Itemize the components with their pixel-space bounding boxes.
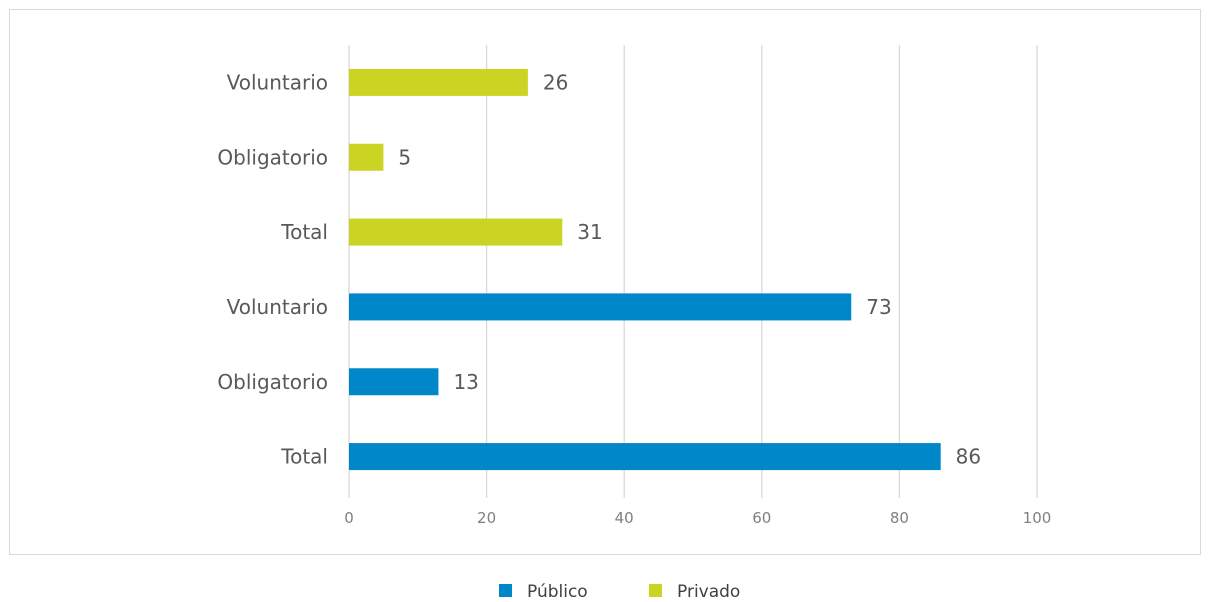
category-label: Voluntario	[227, 70, 328, 94]
legend-label: Público	[527, 582, 588, 602]
bar-value-label: 31	[577, 220, 602, 244]
legend-swatch	[499, 584, 512, 597]
legend-swatch	[649, 584, 662, 597]
bars-layer	[349, 68, 941, 471]
bar-value-label: 26	[543, 70, 568, 94]
bar-value-label: 73	[866, 295, 891, 319]
x-tick-label: 100	[1023, 509, 1052, 527]
bar-value-label: 5	[398, 145, 411, 169]
x-tick-label: 80	[890, 509, 909, 527]
category-label: Obligatorio	[217, 370, 328, 394]
bar-value-label: 13	[453, 370, 478, 394]
category-label: Obligatorio	[217, 145, 328, 169]
category-label: Total	[280, 220, 328, 244]
bar-value-label: 86	[956, 445, 981, 469]
x-tick-label: 60	[752, 509, 771, 527]
category-label: Total	[280, 445, 328, 469]
x-tick-label: 20	[477, 509, 496, 527]
bar	[349, 218, 563, 246]
bar	[349, 443, 941, 471]
grid-layer: 0 20 40 60 80 100	[344, 45, 1051, 527]
category-label: Voluntario	[227, 295, 328, 319]
legend: Público Privado	[499, 582, 740, 602]
legend-label: Privado	[677, 582, 740, 602]
bar	[349, 368, 439, 396]
x-tick-label: 40	[615, 509, 634, 527]
labels-layer: 86 Total 13 Obligatorio 73 Voluntario 31 Total 5…	[217, 70, 981, 468]
bar	[349, 143, 384, 171]
bar	[349, 68, 528, 96]
x-tick-label: 0	[344, 509, 354, 527]
bar	[349, 293, 852, 321]
